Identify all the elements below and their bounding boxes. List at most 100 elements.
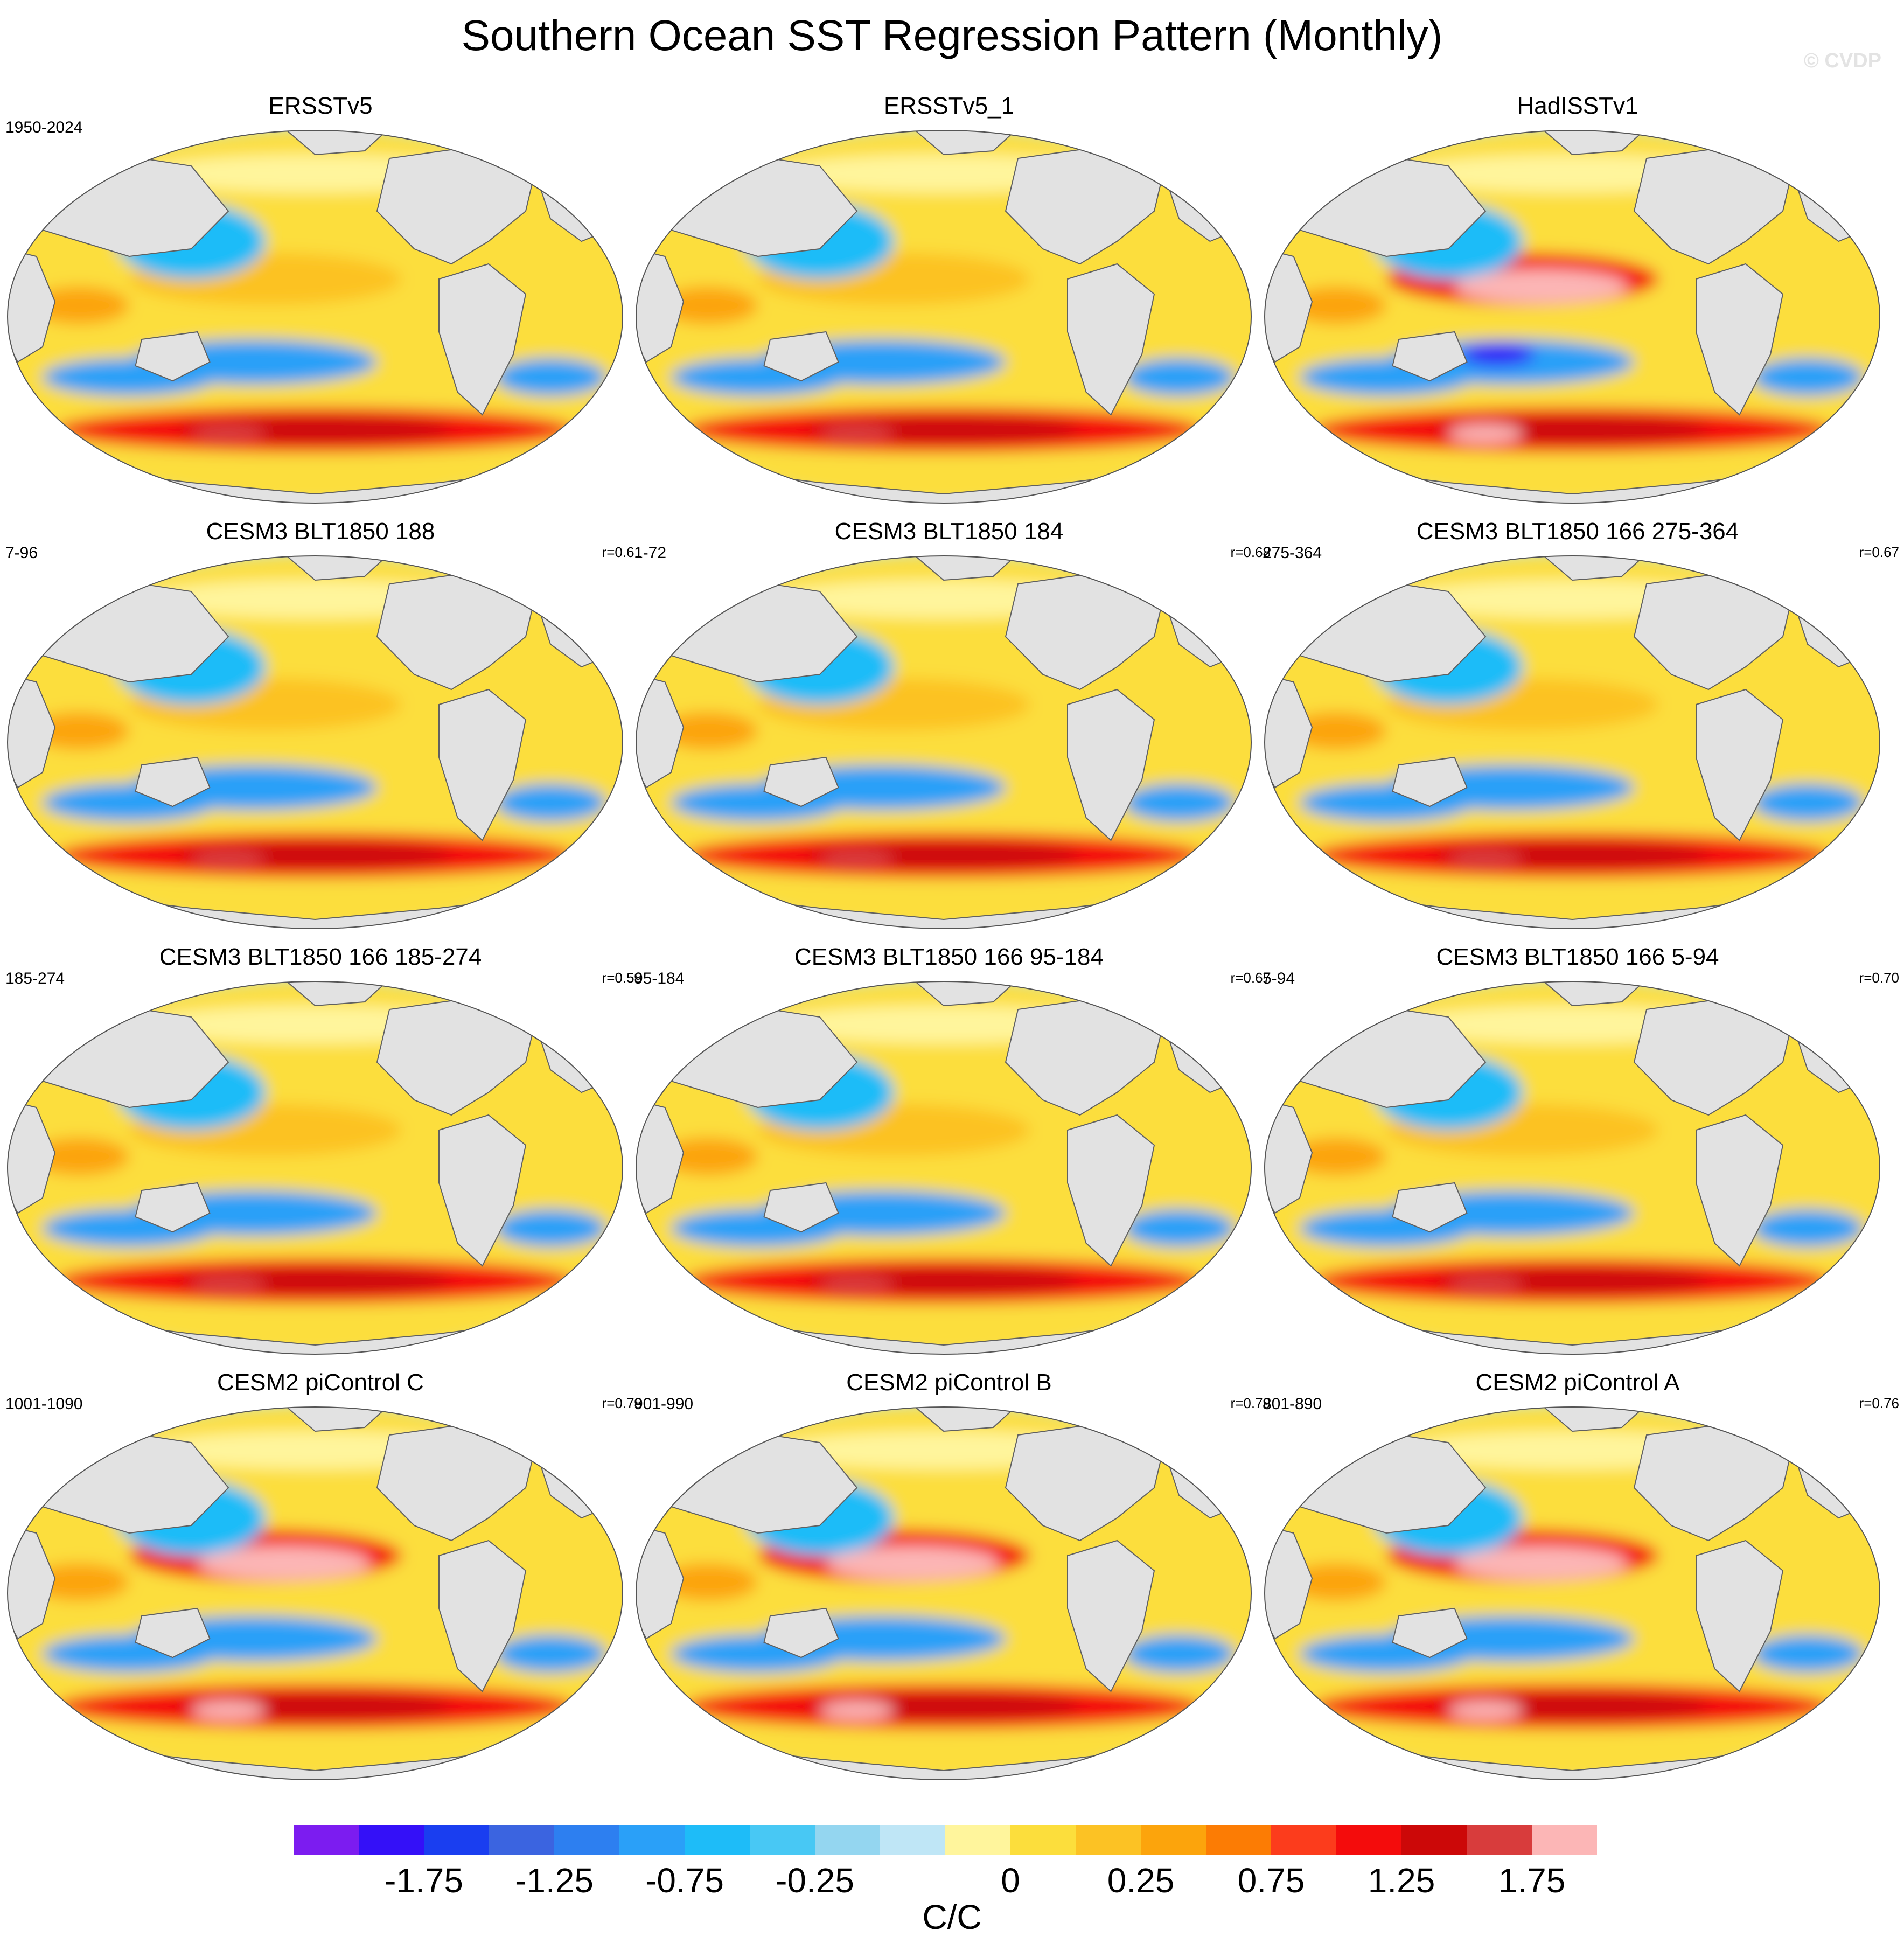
land-mass: [1265, 248, 1313, 363]
land-mass: [1067, 1539, 1155, 1692]
colorbar-swatch: [619, 1825, 685, 1855]
map-panel-cesm3-188: CESM3 BLT1850 188 7-96 r=0.61: [5, 517, 642, 943]
colorbar-swatch: [945, 1825, 1011, 1855]
land-mass: [1067, 688, 1155, 841]
colorbar-swatch: [880, 1825, 946, 1855]
sst-anomaly-region: [826, 1546, 1000, 1580]
map-panel-ersstv5-1: ERSSTv5_1: [634, 92, 1264, 517]
panel-period: 5-94: [1263, 970, 1295, 987]
sst-anomaly-region: [191, 1701, 266, 1720]
map-outline: [1264, 981, 1880, 1355]
panel-correlation: r=0.67: [1230, 970, 1271, 986]
sst-anomaly-region: [659, 1563, 758, 1601]
sst-regression-map: [636, 1406, 1252, 1780]
land-mass: [1392, 756, 1468, 807]
colorbar-units: C/C: [922, 1898, 982, 1936]
panel-period: 185-274: [5, 970, 65, 987]
land-mass: [282, 1407, 391, 1432]
panel-period: 801-890: [1263, 1395, 1322, 1413]
land-mass: [1539, 1407, 1648, 1432]
colorbar-swatch: [750, 1825, 815, 1855]
colorbar-tick-label: 0.25: [1107, 1861, 1175, 1900]
sst-regression-map: [7, 130, 623, 504]
land-mass: [135, 331, 211, 382]
colorbar-swatch: [1141, 1825, 1206, 1855]
land-mass: [1392, 1607, 1468, 1659]
panel-correlation: r=0.79: [1230, 1395, 1271, 1411]
land-mass: [1067, 1114, 1155, 1267]
map-panel-cesm3-166-95: CESM3 BLT1850 166 95-184 95-184 r=0.67: [634, 943, 1271, 1368]
colorbar-tick-label: -1.25: [515, 1861, 594, 1900]
land-mass: [636, 1524, 685, 1640]
land-mass: [1539, 981, 1648, 1007]
panel-period: 1001-1090: [5, 1395, 83, 1413]
colorbar-swatch: [294, 1825, 359, 1855]
colorbar-tick-label: -0.75: [645, 1861, 724, 1900]
sst-regression-map: [1264, 130, 1880, 504]
sst-regression-map: [7, 981, 623, 1355]
colorbar-tick-label: 1.25: [1368, 1861, 1435, 1900]
land-mass: [1539, 130, 1648, 156]
map-panel-hadisstv1: HadISSTv1: [1263, 92, 1893, 517]
map-panel-cesm3-166-185: CESM3 BLT1850 166 185-274 185-274 r=0.58: [5, 943, 642, 1368]
panel-title: CESM3 BLT1850 166 275-364: [1416, 518, 1739, 545]
panel-correlation: r=0.58: [602, 970, 642, 986]
panel-period: 7-96: [5, 544, 38, 562]
land-mass: [911, 556, 1020, 581]
colorbar-tick-label: 0: [1001, 1861, 1020, 1900]
land-mass: [1265, 673, 1313, 789]
land-mass: [763, 331, 839, 382]
land-mass: [636, 248, 685, 363]
panel-title: CESM3 BLT1850 166 5-94: [1436, 944, 1719, 970]
sst-anomaly-region: [1287, 1563, 1386, 1601]
sst-anomaly-region: [1448, 1701, 1523, 1720]
land-mass: [763, 756, 839, 807]
sst-anomaly-region: [1123, 784, 1235, 821]
map-panel-cesm3-166-5: CESM3 BLT1850 166 5-94 5-94 r=0.70: [1263, 943, 1899, 1368]
sst-anomaly-region: [1448, 849, 1523, 869]
sst-anomaly-region: [494, 784, 606, 821]
sst-anomaly-region: [820, 1701, 894, 1720]
sst-anomaly-region: [659, 287, 758, 324]
colorbar-swatch: [685, 1825, 750, 1855]
colorbar-swatch: [554, 1825, 620, 1855]
sst-anomaly-region: [1287, 287, 1386, 324]
colorbar-swatch: [424, 1825, 490, 1855]
land-mass: [8, 248, 56, 363]
sst-anomaly-region: [1454, 269, 1628, 304]
watermark: © CVDP: [1803, 50, 1881, 72]
sst-anomaly-region: [191, 1275, 266, 1294]
land-mass: [1696, 1114, 1784, 1267]
colorbar-tick-label: -1.75: [385, 1861, 463, 1900]
colorbar-swatch: [489, 1825, 555, 1855]
land-mass: [8, 1524, 56, 1640]
panel-title: CESM3 BLT1850 166 185-274: [159, 944, 482, 970]
sst-regression-map: [1264, 981, 1880, 1355]
sst-anomaly-region: [820, 424, 894, 443]
sst-regression-map: [7, 1406, 623, 1780]
sst-regression-map: [636, 981, 1252, 1355]
colorbar-swatch: [1271, 1825, 1337, 1855]
land-mass: [636, 1099, 685, 1214]
land-mass: [1696, 1539, 1784, 1692]
panel-correlation: r=0.70: [1859, 970, 1899, 986]
panel-correlation: r=0.61: [602, 544, 642, 560]
sst-anomaly-region: [1123, 1635, 1235, 1673]
sst-anomaly-region: [30, 1138, 129, 1175]
map-outline: [7, 1406, 623, 1780]
land-mass: [1067, 263, 1155, 416]
land-mass: [282, 556, 391, 581]
sst-anomaly-region: [1287, 712, 1386, 750]
colorbar-swatch: [1076, 1825, 1141, 1855]
land-mass: [1392, 331, 1468, 382]
sst-anomaly-region: [659, 712, 758, 750]
land-mass: [636, 673, 685, 789]
map-outline: [636, 981, 1252, 1355]
sst-anomaly-region: [1752, 1209, 1864, 1247]
panel-correlation: r=0.78: [602, 1395, 642, 1411]
sst-anomaly-region: [1123, 1209, 1235, 1247]
panel-correlation: r=0.76: [1859, 1395, 1899, 1411]
map-outline: [636, 555, 1252, 929]
panel-title: ERSSTv5_1: [883, 93, 1015, 119]
land-mass: [1539, 556, 1648, 581]
